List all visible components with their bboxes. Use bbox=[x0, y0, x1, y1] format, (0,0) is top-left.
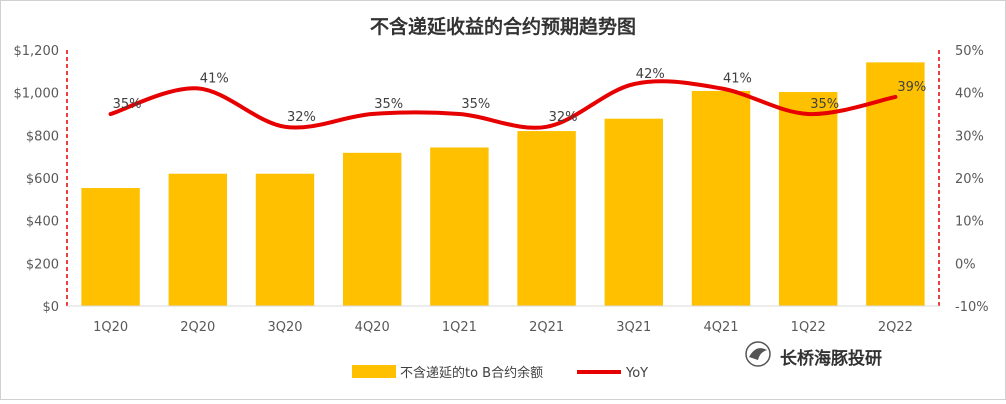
bar bbox=[604, 118, 664, 307]
yoy-data-label: 32% bbox=[287, 110, 316, 125]
yoy-data-label: 35% bbox=[374, 97, 403, 112]
y-right-tick-label: 10% bbox=[955, 215, 984, 230]
bar bbox=[342, 152, 402, 306]
chart-title: 不含递延收益的合约预期趋势图 bbox=[370, 15, 636, 38]
yoy-data-label: 41% bbox=[200, 71, 229, 86]
legend-bar-swatch bbox=[352, 365, 396, 378]
legend-line-label: YoY bbox=[625, 366, 648, 381]
dolphin-logo-icon bbox=[745, 341, 771, 367]
bar bbox=[517, 131, 576, 306]
y-left-tick-label: $0 bbox=[42, 300, 59, 315]
x-tick-label: 3Q20 bbox=[267, 320, 302, 335]
y-right-tick-label: 0% bbox=[955, 257, 976, 272]
yoy-data-label: 35% bbox=[461, 97, 490, 112]
y-left-tick-label: $400 bbox=[26, 215, 59, 230]
x-tick-label: 2Q22 bbox=[878, 320, 913, 335]
x-tick-label: 4Q21 bbox=[703, 320, 738, 335]
x-tick-label: 2Q21 bbox=[529, 320, 564, 335]
x-tick-label: 3Q21 bbox=[616, 320, 651, 335]
y-left-tick-label: $200 bbox=[26, 257, 59, 272]
x-tick-label: 1Q22 bbox=[791, 320, 826, 335]
bar bbox=[430, 147, 489, 306]
yoy-data-label: 32% bbox=[549, 110, 578, 125]
y-right-tick-label: 50% bbox=[955, 44, 984, 59]
yoy-data-label: 41% bbox=[723, 71, 752, 86]
yoy-data-label: 35% bbox=[810, 97, 839, 112]
y-right-tick-label: 30% bbox=[955, 129, 984, 144]
bar bbox=[81, 188, 140, 306]
y-right-tick-label: 20% bbox=[955, 172, 984, 187]
y-right-tick-label: -10% bbox=[955, 300, 989, 315]
yoy-data-label: 35% bbox=[113, 97, 142, 112]
x-tick-label: 2Q20 bbox=[180, 320, 215, 335]
yoy-data-label: 39% bbox=[897, 80, 926, 95]
legend-bar-label: 不含递延的to B合约余额 bbox=[400, 365, 543, 381]
y-left-tick-label: $1,200 bbox=[14, 44, 60, 59]
yoy-data-label: 42% bbox=[636, 67, 665, 82]
y-right-tick-label: 40% bbox=[955, 87, 984, 102]
y-left-tick-label: $1,000 bbox=[14, 87, 60, 102]
y-left-tick-label: $800 bbox=[26, 129, 59, 144]
bar bbox=[255, 173, 315, 306]
yoy-line bbox=[108, 79, 898, 130]
x-tick-label: 1Q20 bbox=[93, 320, 128, 335]
x-tick-label: 1Q21 bbox=[442, 320, 477, 335]
bar bbox=[778, 92, 838, 306]
bar bbox=[168, 173, 228, 306]
y-left-tick-label: $600 bbox=[26, 172, 59, 187]
x-tick-label: 4Q20 bbox=[355, 320, 390, 335]
watermark-text: 长桥海豚投研 bbox=[780, 349, 882, 369]
bar bbox=[691, 90, 751, 307]
